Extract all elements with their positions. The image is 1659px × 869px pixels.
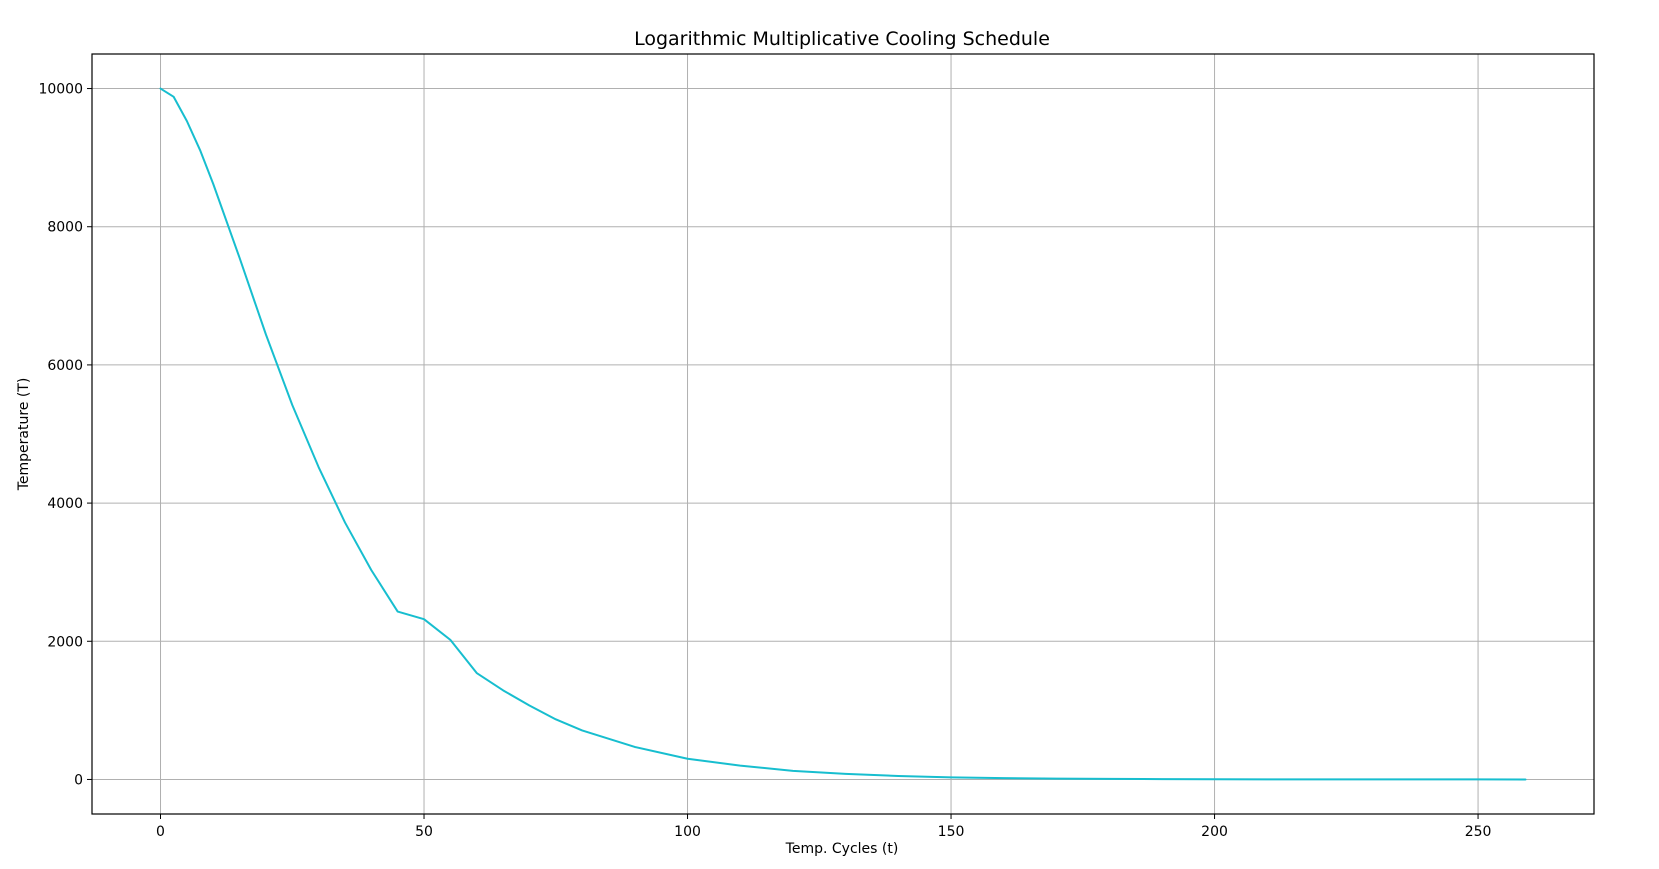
y-tick-label: 10000	[38, 82, 83, 98]
x-tick-label: 200	[1201, 824, 1228, 840]
series-line	[159, 87, 1527, 781]
series-layer	[159, 87, 1527, 781]
grid	[92, 54, 1594, 814]
chart-title: Logarithmic Multiplicative Cooling Sched…	[634, 28, 1050, 50]
x-tick-label: 250	[1465, 824, 1492, 840]
y-axis-label: Temperature (T)	[16, 378, 32, 492]
y-tick-label: 0	[74, 772, 83, 788]
y-tick-label: 6000	[47, 358, 83, 374]
x-axis-label: Temp. Cycles (t)	[785, 841, 899, 857]
y-tick-label: 8000	[47, 220, 83, 236]
y-tick-label: 2000	[47, 634, 83, 650]
y-tick-label: 4000	[47, 496, 83, 512]
x-tick-label: 100	[674, 824, 701, 840]
axis-ticks: 0 50 100 150 200 250 0 2000 4000 6000 8000 10000	[38, 82, 1491, 840]
x-tick-label: 150	[938, 824, 965, 840]
x-tick-label: 0	[156, 824, 165, 840]
plot-area	[91, 53, 1595, 815]
x-tick-label: 50	[415, 824, 433, 840]
